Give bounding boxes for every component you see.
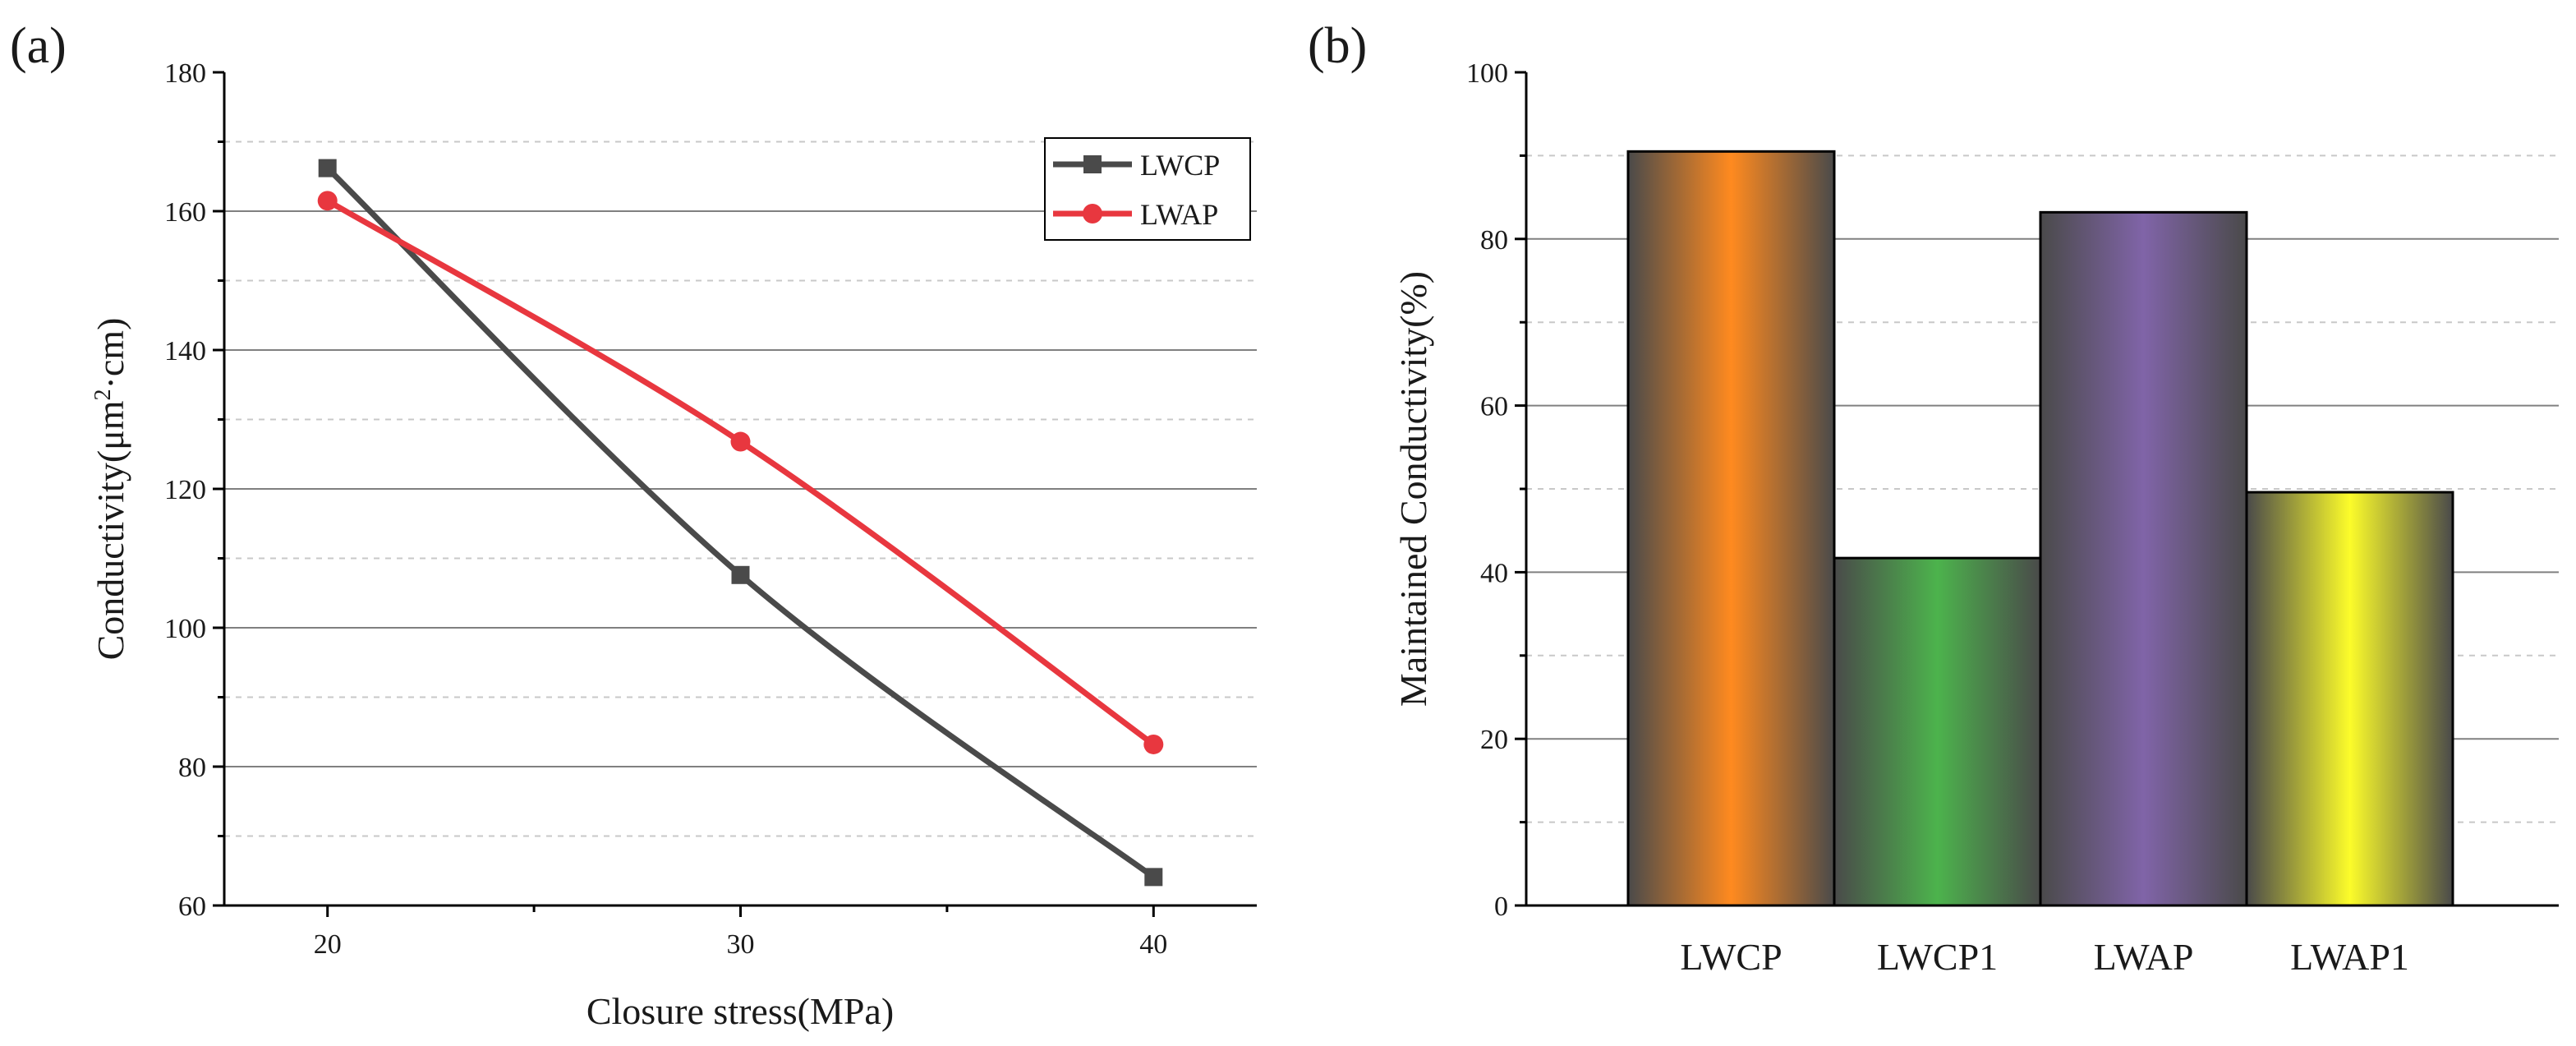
- y-tick-label: 60: [178, 892, 206, 922]
- bar-chart-category-labels: LWCP LWCP1 LWAP LWAP1: [1680, 936, 2409, 978]
- y-tick-label: 160: [164, 197, 206, 228]
- legend-label: LWCP: [1140, 149, 1220, 182]
- series-line-lwcp: [325, 166, 1156, 880]
- bar-lwcp: [1626, 150, 1836, 907]
- bar-lwap1: [2245, 491, 2454, 907]
- panel-a-label: (a): [10, 18, 67, 74]
- line-chart-y-axis-title: Conductivity(μm2·cm): [90, 318, 131, 661]
- line-chart-x-axis-title: Closure stress(MPa): [586, 990, 894, 1032]
- y-tick-label: 180: [164, 58, 206, 89]
- line-chart-grid: [224, 141, 1257, 837]
- y-tick-label: 80: [1480, 225, 1508, 256]
- category-label: LWAP1: [2290, 936, 2409, 978]
- data-point-lwcp: [318, 159, 337, 177]
- line-chart-x-ticks: 20 30 40: [314, 905, 1167, 960]
- y-tick-label: 40: [1480, 558, 1508, 588]
- bar-lwap: [2039, 210, 2248, 907]
- y-tick-label: 80: [178, 753, 206, 783]
- bar-chart-y-axis-title: Maintained Conductivity(%): [1392, 271, 1434, 707]
- series-lwcp: [318, 159, 1163, 887]
- line-chart-series: [317, 159, 1164, 887]
- y-tick-label: 120: [164, 475, 206, 505]
- legend-box: [1044, 137, 1251, 241]
- line-chart-legend: LWCP LWAP: [1044, 137, 1251, 241]
- y-tick-label: 100: [1466, 58, 1508, 89]
- legend-label: LWAP: [1140, 198, 1218, 231]
- data-point-lwcp: [1144, 868, 1163, 887]
- series-lwap: [317, 191, 1164, 754]
- panel-b-label: (b): [1308, 18, 1367, 74]
- category-label: LWCP: [1680, 936, 1782, 978]
- y-axis-title-tail: ·cm): [90, 318, 131, 389]
- legend-marker: [1083, 155, 1102, 173]
- series-line-lwap: [325, 198, 1156, 747]
- y-tick-label: 0: [1494, 892, 1508, 922]
- data-point-lwcp: [731, 565, 750, 584]
- data-point-lwap: [1143, 734, 1164, 754]
- x-tick-label: 20: [314, 929, 342, 960]
- legend-marker: [1083, 204, 1102, 223]
- y-axis-title-main: Conductivity(μm: [90, 400, 131, 660]
- bar-lwcp1: [1833, 556, 2042, 907]
- data-point-lwap: [730, 431, 751, 452]
- x-tick-label: 40: [1139, 929, 1167, 960]
- bar-chart-bars: [1626, 150, 2454, 907]
- category-label: LWAP: [2094, 936, 2194, 978]
- bar-chart-y-ticks: 0 20 40 60 80 100: [1466, 58, 1526, 922]
- y-tick-label: 100: [164, 614, 206, 644]
- y-tick-label: 140: [164, 336, 206, 366]
- data-point-lwap: [317, 191, 338, 211]
- category-label: LWCP1: [1877, 936, 1998, 978]
- line-chart-panel: (a) 60 80 100 120 140 160 180 20 30 40 Closure s…: [10, 18, 1257, 1032]
- y-axis-title-superscript: 2: [90, 389, 116, 400]
- x-tick-label: 30: [727, 929, 755, 960]
- y-tick-label: 20: [1480, 725, 1508, 755]
- bar-chart-panel: (b) 0 20 40 60 80 100 LWCP LWCP1 LWAP LWAP1 Main…: [1308, 18, 2559, 978]
- y-tick-label: 60: [1480, 392, 1508, 422]
- line-chart-y-ticks: 60 80 100 120 140 160 180: [164, 58, 224, 922]
